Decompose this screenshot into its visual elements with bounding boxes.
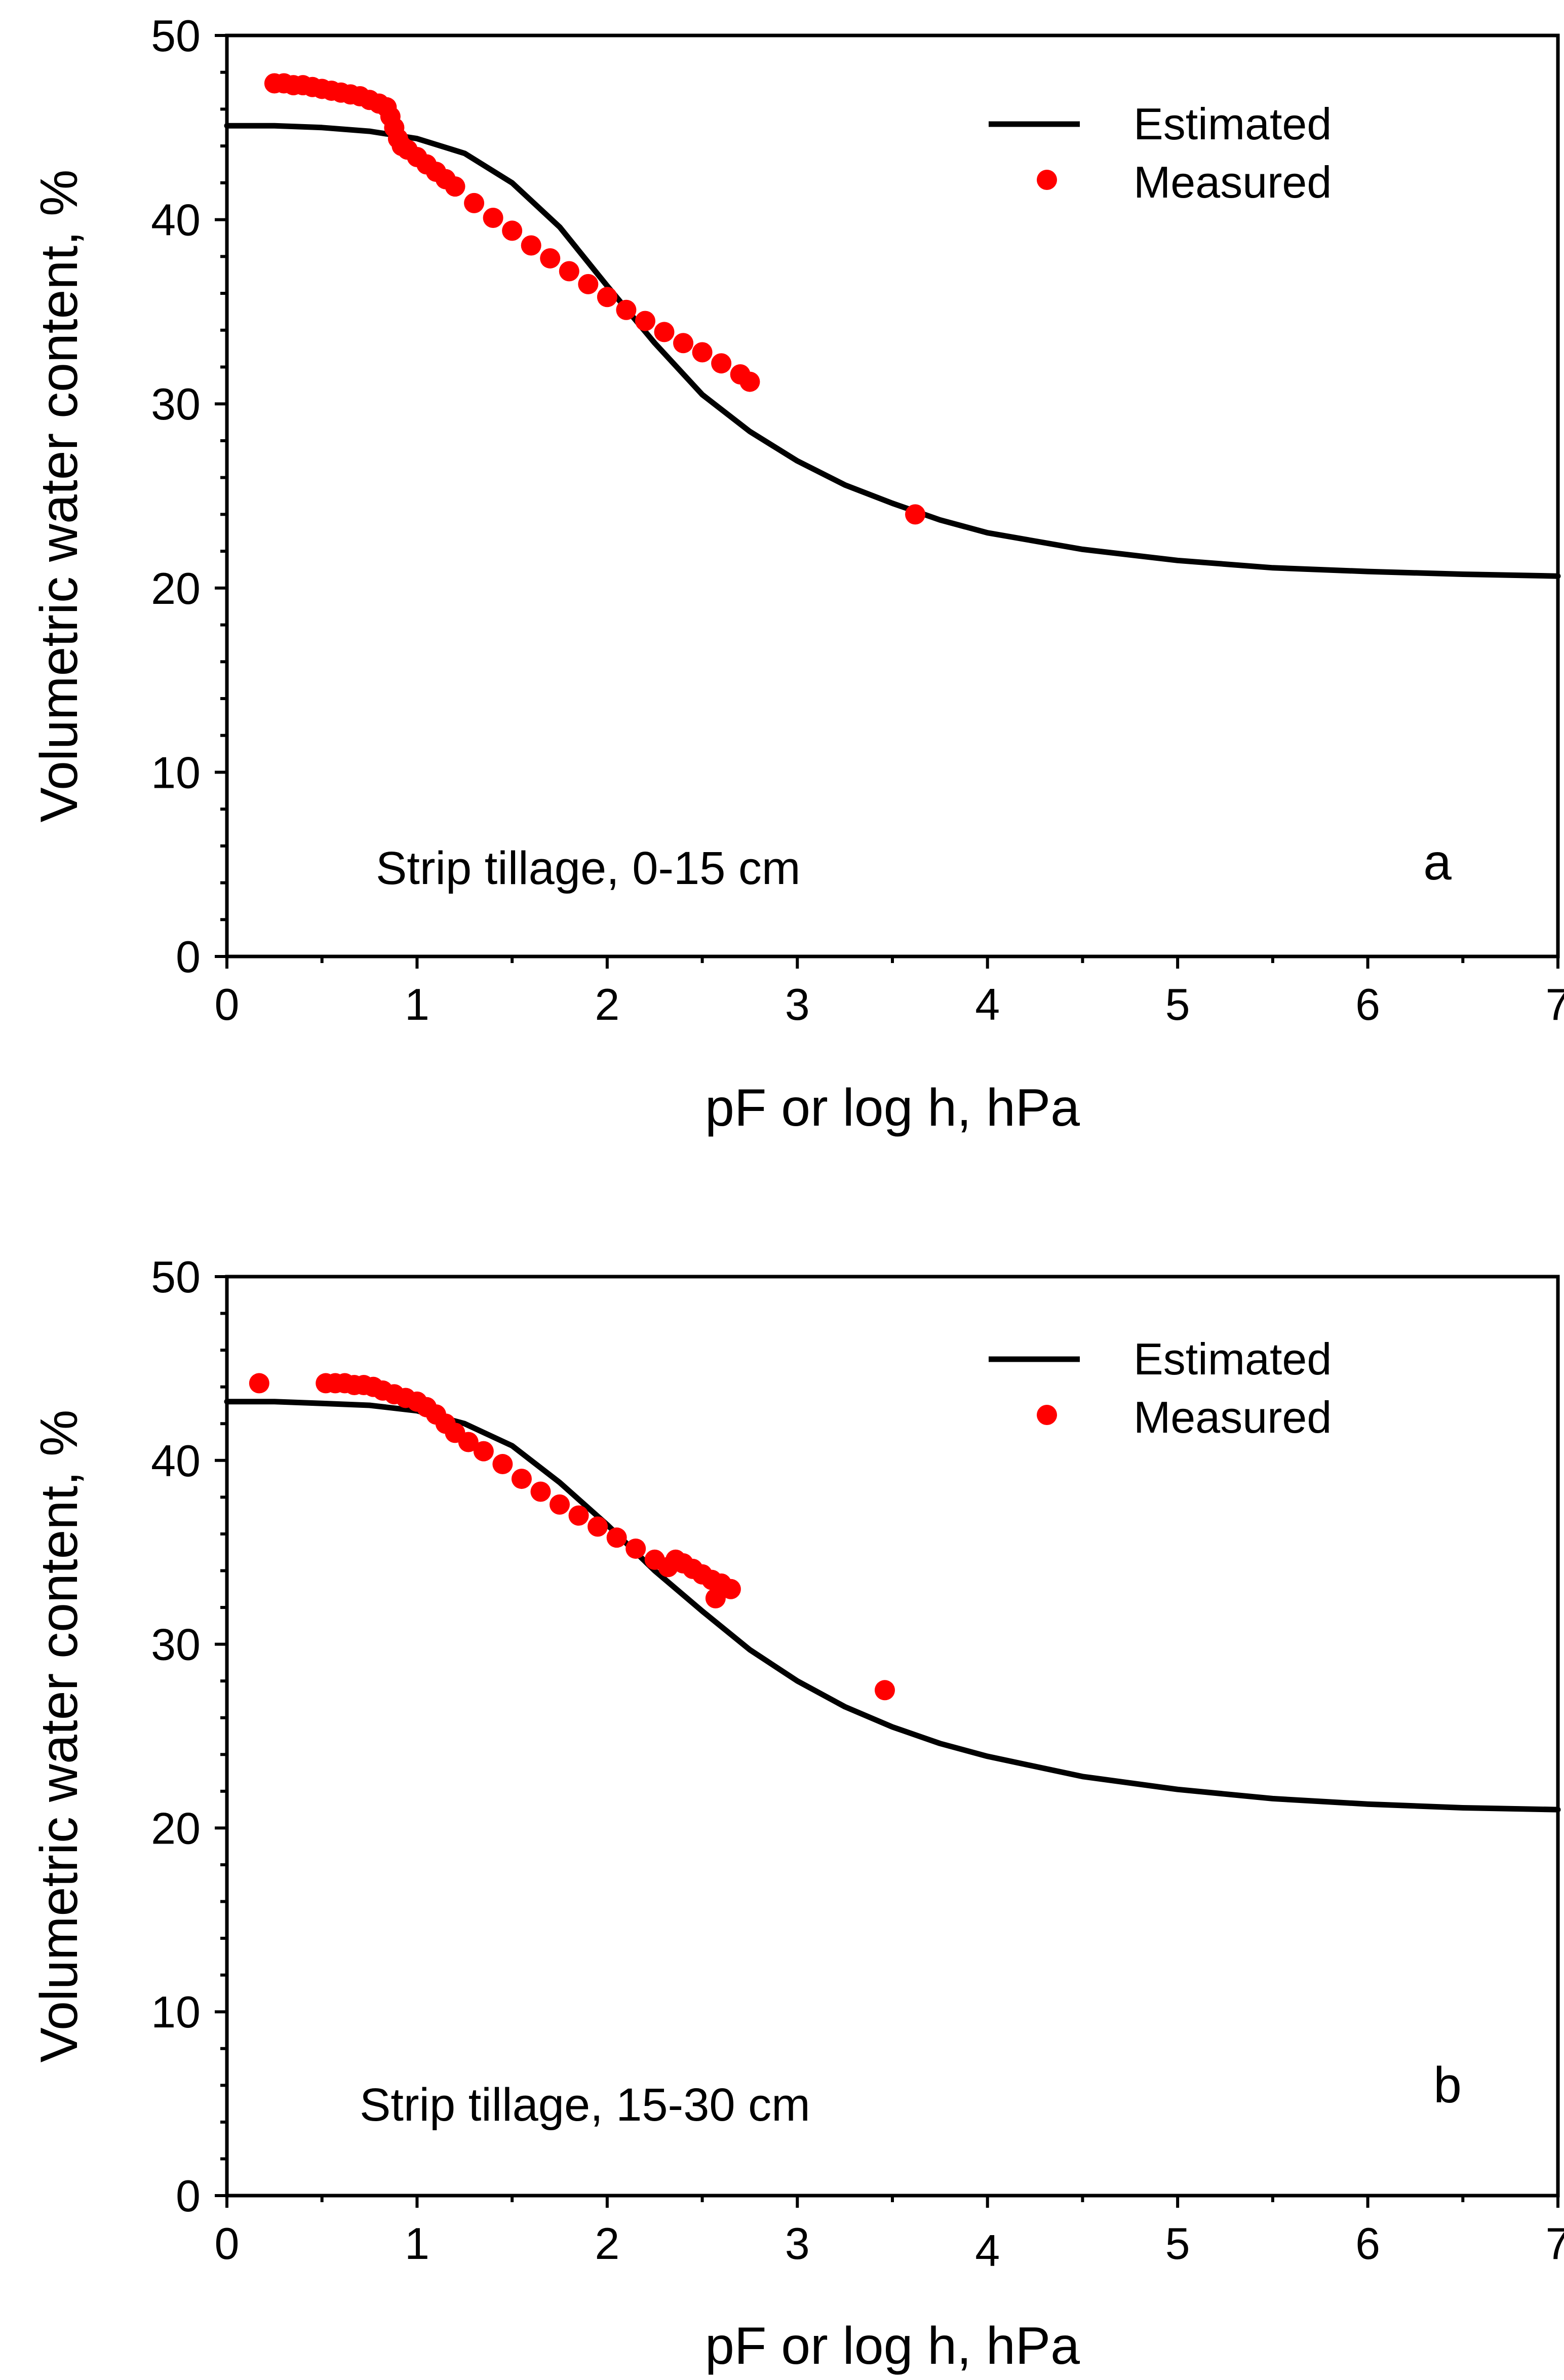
y-axis-title: Volumetric water content, % <box>30 169 89 822</box>
legend-measured-marker <box>1037 170 1057 190</box>
measured-point <box>464 193 485 213</box>
y-tick-label: 0 <box>176 2171 201 2221</box>
legend: Estimated Measured <box>989 99 1332 207</box>
y-tick-label: 40 <box>151 1436 201 1486</box>
panel-letter: a <box>1423 834 1452 891</box>
x-tick-label: 3 <box>785 979 810 1029</box>
measured-point <box>492 1454 513 1475</box>
measured-series <box>249 1373 895 1701</box>
measured-point <box>635 311 655 331</box>
y-tick-label: 40 <box>151 195 201 245</box>
measured-point <box>458 1432 479 1452</box>
x-tick-label: 7 <box>1546 979 1564 1029</box>
axis-ticks <box>215 34 1559 969</box>
measured-point <box>711 353 732 374</box>
estimated-line <box>224 123 1561 579</box>
x-tick-label: 4 <box>975 2225 1000 2276</box>
measured-point <box>530 1481 551 1502</box>
measured-point <box>739 371 760 392</box>
x-tick-label: 4 <box>975 979 1000 1029</box>
measured-point <box>874 1680 895 1701</box>
y-tick-label: 50 <box>151 1252 201 1302</box>
measured-point <box>588 1516 608 1537</box>
measured-point <box>578 274 599 294</box>
x-tick-label: 1 <box>405 2218 429 2269</box>
measured-point <box>540 248 561 268</box>
measured-point <box>445 176 465 197</box>
x-tick-label: 6 <box>1355 979 1380 1029</box>
y-tick-label: 20 <box>151 563 201 613</box>
estimated-series <box>224 1399 1561 1813</box>
chart-panel-a: 0 1 2 3 4 5 6 7 0 10 20 30 40 50 Volumetric water co… <box>30 11 1564 1137</box>
panel-letter: b <box>1433 2057 1462 2114</box>
measured-point <box>550 1494 570 1515</box>
measured-point <box>616 299 637 320</box>
estimated-line <box>224 1399 1561 1813</box>
measured-point <box>673 333 694 354</box>
x-tick-label: 1 <box>405 979 429 1029</box>
x-tick-label: 6 <box>1355 2218 1380 2269</box>
y-tick-labels: 0 10 20 30 40 50 <box>151 1252 201 2221</box>
x-tick-labels: 0 1 2 3 4 5 6 7 <box>215 979 1564 1029</box>
legend-measured-label: Measured <box>1133 1392 1332 1442</box>
x-tick-label: 0 <box>215 2218 240 2269</box>
y-tick-label: 10 <box>151 1987 201 2037</box>
x-tick-label: 5 <box>1165 979 1190 1029</box>
measured-point <box>654 322 675 342</box>
legend-estimated-label: Estimated <box>1133 1334 1332 1384</box>
axis-ticks <box>215 1275 1559 2208</box>
x-tick-label: 5 <box>1165 2218 1190 2269</box>
x-tick-label: 0 <box>215 979 240 1029</box>
estimated-series <box>224 123 1561 579</box>
y-tick-label: 20 <box>151 1803 201 1853</box>
y-tick-label: 50 <box>151 11 201 61</box>
chart-panel-b: 0 1 2 3 4 5 6 7 0 10 20 30 40 50 Volumetric water co… <box>30 1252 1564 2375</box>
x-tick-label: 3 <box>785 2218 810 2269</box>
x-tick-labels: 0 1 2 3 4 5 6 7 <box>215 2218 1564 2276</box>
x-axis-title: pF or log h, hPa <box>705 2317 1080 2375</box>
x-tick-label: 2 <box>595 2218 619 2269</box>
x-tick-label: 7 <box>1546 2218 1564 2269</box>
measured-point <box>705 1588 726 1608</box>
measured-point <box>511 1469 532 1489</box>
panel-annotation: Strip tillage, 15-30 cm <box>360 2079 810 2131</box>
y-tick-label: 10 <box>151 747 201 797</box>
measured-point <box>502 220 523 241</box>
measured-point <box>597 287 617 308</box>
measured-point <box>559 261 579 282</box>
legend-measured-label: Measured <box>1133 157 1332 207</box>
measured-point <box>606 1527 627 1548</box>
x-tick-label: 2 <box>595 979 619 1029</box>
measured-point <box>249 1373 269 1394</box>
y-tick-label: 30 <box>151 379 201 429</box>
y-tick-label: 30 <box>151 1620 201 1670</box>
measured-point <box>568 1505 589 1526</box>
legend-estimated-label: Estimated <box>1133 99 1332 149</box>
x-axis-title: pF or log h, hPa <box>705 1079 1080 1137</box>
y-tick-label: 0 <box>176 932 201 982</box>
measured-point <box>483 207 503 228</box>
panel-annotation: Strip tillage, 0-15 cm <box>376 842 801 894</box>
measured-series <box>264 73 926 525</box>
legend-measured-marker <box>1037 1405 1057 1425</box>
y-axis-title: Volumetric water content, % <box>30 1409 89 2062</box>
measured-point <box>692 342 713 363</box>
measured-point <box>905 504 926 525</box>
measured-point <box>625 1538 646 1559</box>
legend: Estimated Measured <box>989 1334 1332 1442</box>
y-tick-labels: 0 10 20 30 40 50 <box>151 11 201 982</box>
measured-point <box>720 1579 741 1599</box>
measured-point <box>521 235 541 256</box>
measured-point <box>473 1441 494 1462</box>
